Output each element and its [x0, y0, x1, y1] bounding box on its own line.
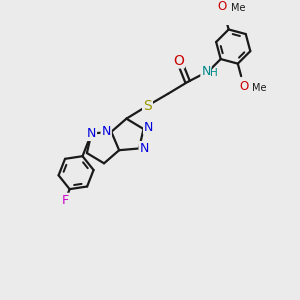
Text: S: S — [143, 99, 152, 113]
Text: Me: Me — [253, 83, 267, 93]
Text: O: O — [239, 80, 249, 93]
Text: F: F — [62, 194, 69, 207]
Text: O: O — [173, 53, 184, 68]
Text: N: N — [101, 125, 111, 138]
Text: N: N — [201, 64, 211, 78]
Text: Me: Me — [231, 3, 245, 13]
Text: N: N — [87, 127, 96, 140]
Text: N: N — [144, 121, 153, 134]
Text: O: O — [218, 0, 227, 13]
Text: N: N — [140, 142, 149, 155]
Text: H: H — [210, 68, 218, 78]
